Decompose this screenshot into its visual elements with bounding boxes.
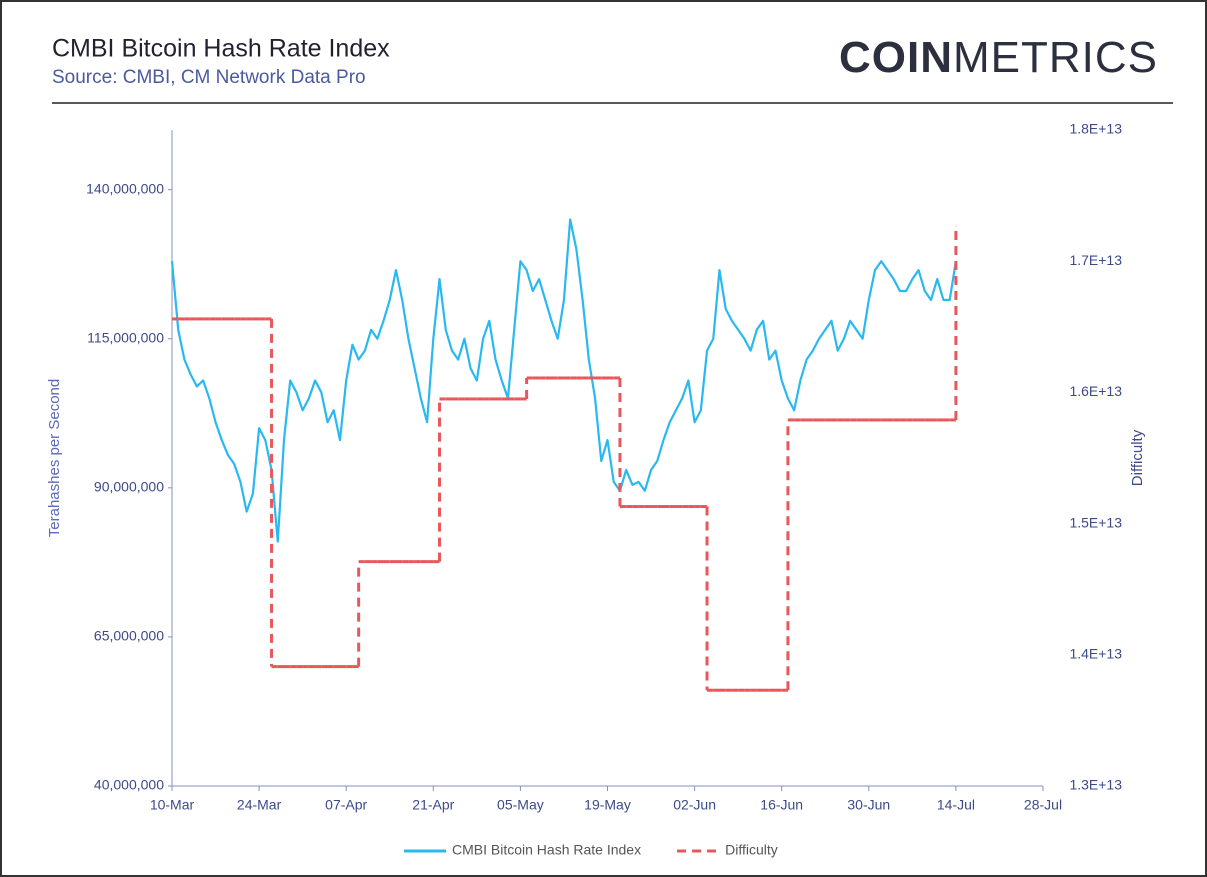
brand-light: METRICS (953, 33, 1158, 82)
brand-bold: COIN (839, 33, 953, 82)
x-tick-label: 14-Jul (937, 797, 975, 813)
x-tick-label: 28-Jul (1024, 797, 1062, 813)
y2-axis-title: Difficulty (1129, 429, 1146, 486)
y-tick-label: 140,000,000 (86, 180, 164, 196)
y-tick-label: 90,000,000 (94, 479, 164, 495)
y2-tick-label: 1.7E+13 (1069, 252, 1122, 268)
chart-title: CMBI Bitcoin Hash Rate Index (52, 35, 390, 63)
y2-tick-label: 1.3E+13 (1069, 777, 1122, 793)
legend-label: CMBI Bitcoin Hash Rate Index (452, 842, 641, 858)
y-tick-label: 65,000,000 (94, 628, 164, 644)
y-axis-title: Terahashes per Second (46, 379, 63, 537)
x-tick-label: 02-Jun (673, 797, 716, 813)
y2-tick-label: 1.6E+13 (1069, 383, 1122, 399)
y2-tick-label: 1.4E+13 (1069, 646, 1122, 662)
x-tick-label: 05-May (497, 797, 544, 813)
x-tick-label: 16-Jun (760, 797, 803, 813)
x-tick-label: 19-May (584, 797, 631, 813)
legend-label: Difficulty (725, 842, 778, 858)
y-tick-label: 40,000,000 (94, 777, 164, 793)
brand-logo: COINMETRICS (839, 33, 1158, 82)
x-tick-label: 30-Jun (847, 797, 890, 813)
x-tick-label: 10-Mar (150, 797, 195, 813)
y-tick-label: 115,000,000 (87, 329, 164, 345)
hash-rate-line (170, 218, 957, 543)
y2-tick-label: 1.8E+13 (1069, 121, 1122, 137)
chart-subtitle: Source: CMBI, CM Network Data Pro (52, 67, 366, 88)
y2-tick-label: 1.5E+13 (1069, 514, 1122, 530)
x-tick-label: 07-Apr (325, 797, 367, 813)
x-tick-label: 24-Mar (237, 797, 282, 813)
x-tick-label: 21-Apr (412, 797, 454, 813)
